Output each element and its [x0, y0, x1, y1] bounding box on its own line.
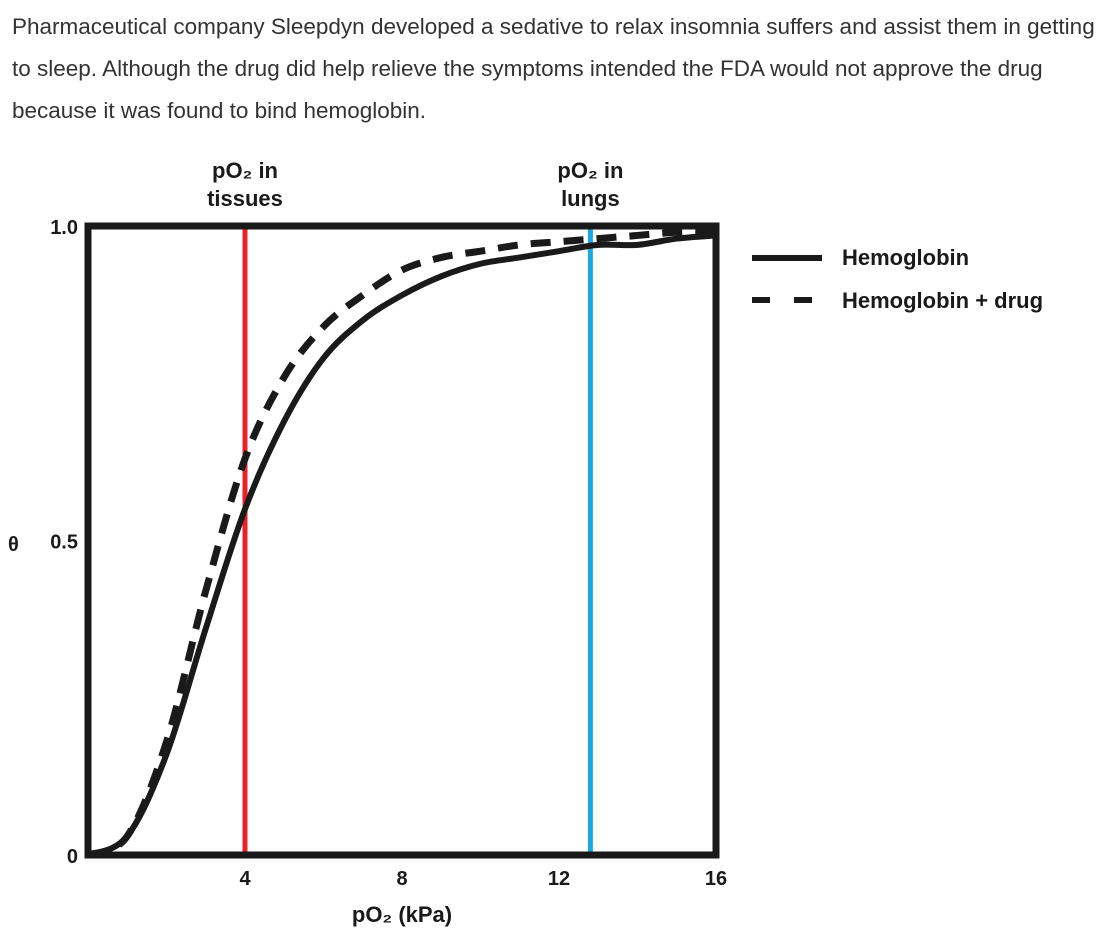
y-axis-label: θ: [8, 534, 19, 556]
legend-label-hemoglobin: Hemoglobin: [842, 245, 969, 270]
x-tick-label: 8: [396, 868, 407, 890]
legend: Hemoglobin Hemoglobin + drug: [752, 245, 1043, 313]
y-tick-label: 0.5: [50, 532, 78, 554]
series-line-hemoglobin-drug: [86, 228, 717, 859]
plot-frame: [84, 222, 720, 859]
x-tick-label: 12: [548, 868, 570, 890]
annotation-lungs-line2: lungs: [561, 186, 620, 211]
annotation-tissues-line2: tissues: [207, 186, 283, 211]
y-tick-label: 0: [67, 846, 78, 868]
annotation-lungs-line1: pO₂ in: [557, 158, 623, 183]
series-line-hemoglobin: [86, 232, 717, 858]
x-axis-label: pO₂ (kPa): [352, 902, 452, 927]
question-text: Pharmaceutical company Sleepdyn develope…: [12, 14, 1095, 123]
x-tick-label: 16: [705, 868, 727, 890]
annotation-tissues-line1: pO₂ in: [212, 158, 278, 183]
x-tick-label: 4: [239, 868, 251, 890]
legend-label-hemoglobin-drug: Hemoglobin + drug: [842, 288, 1043, 313]
y-tick-label: 1.0: [50, 217, 78, 239]
